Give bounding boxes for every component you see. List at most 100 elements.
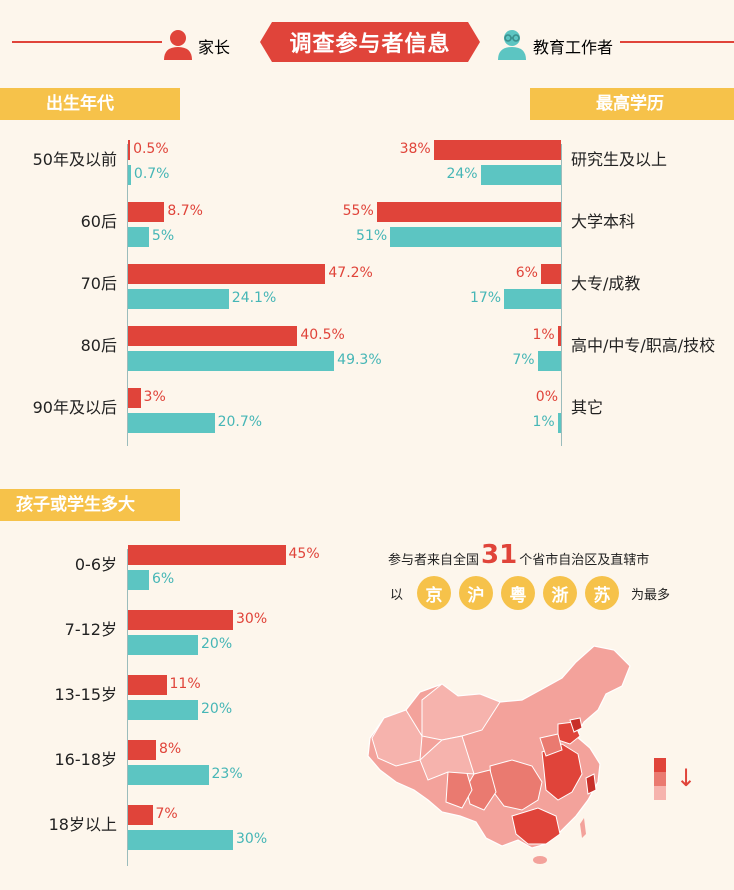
- axis-line: [561, 144, 562, 446]
- category-label: 70后: [80, 274, 117, 293]
- bar: [557, 326, 561, 346]
- data-label: 8.7%: [167, 203, 203, 219]
- bar: [504, 289, 561, 309]
- bar: [128, 740, 156, 760]
- bar: [390, 227, 561, 247]
- data-label: 20%: [201, 701, 233, 717]
- map-caption-line2-prefix: 以: [390, 587, 404, 603]
- data-label: 0.5%: [133, 141, 169, 157]
- data-label: 23%: [211, 766, 243, 782]
- bar: [128, 570, 149, 590]
- section-label-education: 最高学历: [530, 88, 734, 120]
- bar: [128, 227, 149, 247]
- bar: [128, 805, 153, 825]
- data-label: 7%: [512, 352, 535, 368]
- province-count: 31: [481, 540, 518, 570]
- map-caption-line2: 以 京 沪 粤 浙 苏 为最多: [390, 576, 670, 610]
- map-caption-line2-suffix: 为最多: [631, 587, 671, 603]
- legend-swatch: [654, 758, 666, 772]
- map-color-legend: [654, 758, 666, 800]
- bar: [128, 140, 131, 160]
- data-label: 55%: [342, 203, 374, 219]
- data-label: 3%: [143, 389, 166, 405]
- province-badge: 沪: [459, 576, 494, 610]
- legend-parent: 家长: [198, 38, 231, 57]
- data-label: 30%: [236, 611, 268, 627]
- category-label: 13-15岁: [54, 685, 118, 704]
- bar: [128, 388, 141, 408]
- page-title: 调查参与者信息: [260, 22, 480, 62]
- data-label: 20%: [201, 636, 233, 652]
- bar: [128, 165, 131, 185]
- legend-swatch: [654, 786, 666, 800]
- category-label: 16-18岁: [54, 750, 118, 769]
- data-label: 38%: [399, 141, 431, 157]
- bar: [128, 289, 229, 309]
- bar: [128, 830, 233, 850]
- section-label-birth: 出生年代: [0, 88, 180, 120]
- person-icon: [163, 28, 193, 64]
- data-label: 30%: [236, 831, 268, 847]
- bar: [128, 675, 167, 695]
- category-label: 50年及以前: [32, 150, 117, 169]
- bar: [128, 610, 233, 630]
- person-with-glasses-icon: [496, 28, 528, 64]
- data-label: 0.7%: [133, 166, 170, 182]
- bar: [128, 326, 298, 346]
- data-label: 51%: [356, 228, 388, 244]
- bar: [128, 635, 198, 655]
- chart-child-age: 0-6岁 45% 6% 7-12岁 30% 20% 13-15岁 11% 20% 16-18岁 8%…: [0, 545, 370, 875]
- bar: [128, 765, 209, 785]
- data-label: 6%: [152, 571, 175, 587]
- header-rule-left: [12, 41, 162, 43]
- bar: [128, 202, 165, 222]
- legend-swatch: [654, 772, 666, 786]
- data-label: 5%: [151, 228, 175, 244]
- province-badge: 粤: [501, 576, 536, 610]
- data-label: 1%: [532, 327, 555, 343]
- chart-birth-decade: 50年及以前 0.5% 0.7% 60后 8.7% 5% 70后 47.2% 24.1% 80后 4…: [0, 140, 382, 450]
- category-label: 高中/中专/职高/技校: [571, 336, 716, 355]
- bar: [128, 413, 215, 433]
- data-label: 7%: [155, 806, 178, 822]
- category-label: 0-6岁: [74, 555, 117, 574]
- axis-line: [127, 549, 128, 866]
- map-caption-line1: 参与者来自全国 31 个省市自治区及直辖市: [388, 542, 649, 568]
- legend-educator: 教育工作者: [533, 38, 614, 57]
- data-label: 49.3%: [337, 352, 382, 368]
- data-label: 8%: [159, 741, 182, 757]
- bar: [376, 202, 561, 222]
- map-caption-suffix: 个省市自治区及直辖市: [519, 553, 650, 568]
- category-label: 90年及以后: [32, 398, 117, 417]
- category-label: 大专/成教: [571, 274, 641, 293]
- data-label: 17%: [469, 290, 502, 306]
- bar: [128, 264, 326, 284]
- bar: [540, 264, 561, 284]
- bar: [557, 413, 561, 433]
- data-label: 45%: [288, 546, 320, 562]
- bar: [128, 700, 198, 720]
- province-badge: 京: [417, 576, 452, 610]
- chart-education: 研究生及以上 38% 24% 大学本科 55% 51% 大专/成教 6% 17% 高中/中专/职高…: [340, 140, 734, 450]
- axis-line: [127, 144, 128, 446]
- data-label: 6%: [515, 265, 538, 281]
- category-label: 80后: [80, 336, 117, 355]
- data-label: 47.2%: [328, 265, 373, 281]
- bar: [128, 545, 286, 565]
- bar: [433, 140, 561, 160]
- header-rule-right: [620, 41, 734, 43]
- data-label: 20.7%: [217, 414, 263, 430]
- data-label: 11%: [169, 676, 201, 692]
- arrow-down-icon: ↓: [676, 764, 697, 792]
- map-caption-prefix: 参与者来自全国: [388, 553, 480, 568]
- data-label: 0%: [535, 389, 558, 405]
- category-label: 18岁以上: [48, 815, 117, 834]
- category-label: 7-12岁: [64, 620, 117, 639]
- data-label: 40.5%: [300, 327, 345, 343]
- category-label: 大学本科: [571, 212, 636, 231]
- section-label-child-age: 孩子或学生多大: [0, 489, 180, 521]
- province-badge: 苏: [585, 576, 620, 610]
- data-label: 24%: [446, 166, 478, 182]
- data-label: 1%: [532, 414, 555, 430]
